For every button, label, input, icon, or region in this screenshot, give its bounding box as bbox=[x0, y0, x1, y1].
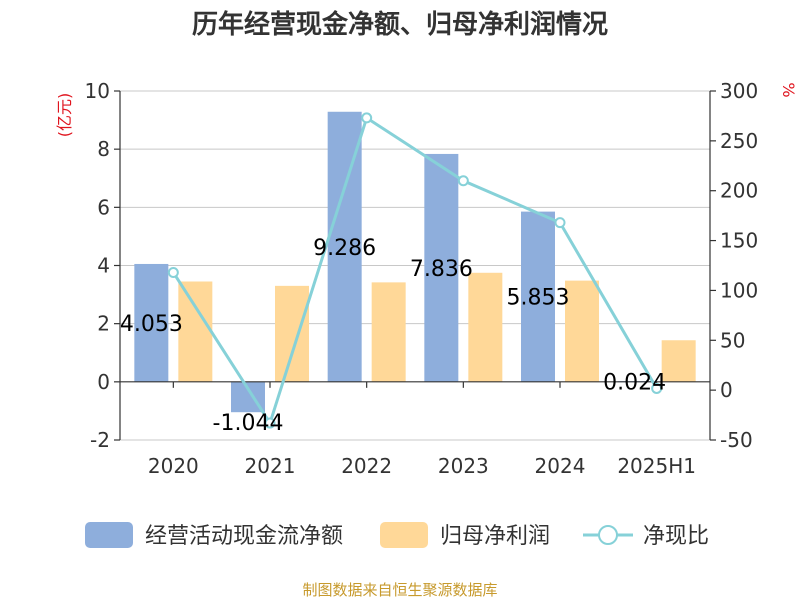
left-tick-label: 0 bbox=[97, 370, 110, 394]
cashflow-value-label: 5.853 bbox=[507, 286, 570, 311]
ratio-point bbox=[264, 417, 276, 429]
left-tick-label: -2 bbox=[90, 428, 110, 452]
bars bbox=[134, 111, 696, 413]
ratio-point bbox=[651, 382, 663, 394]
category-label: 2024 bbox=[535, 454, 586, 478]
category-label: 2025H1 bbox=[617, 454, 696, 478]
ratio-point bbox=[167, 266, 179, 278]
cashflow-value-label: 0.024 bbox=[603, 370, 666, 395]
cashflow-bar bbox=[134, 263, 169, 382]
cashflow-value-label: -1.044 bbox=[213, 411, 284, 436]
category-label: 2021 bbox=[245, 454, 296, 478]
left-tick-label: 8 bbox=[97, 137, 110, 161]
net-profit-bar bbox=[661, 340, 696, 382]
left-tick-label: 10 bbox=[85, 79, 110, 103]
legend-cashflow-swatch bbox=[85, 522, 133, 548]
ratio-point bbox=[361, 112, 373, 124]
chart-title: 历年经营现金净额、归母净利润情况 bbox=[192, 9, 608, 40]
net-profit-bar bbox=[178, 281, 213, 382]
right-tick-label: 0 bbox=[720, 378, 733, 402]
cashflow-bar bbox=[327, 111, 362, 382]
legend-net-profit-label: 归母净利润 bbox=[440, 524, 550, 549]
left-tick-label: 2 bbox=[97, 312, 110, 336]
legend-net-profit-swatch bbox=[380, 522, 428, 548]
right-tick-label: 300 bbox=[720, 79, 758, 103]
right-tick-label: 250 bbox=[720, 129, 758, 153]
axes: -2 0 2 4 6 8 10 -50 0 50 100 150 200 250 300 2020 2021 20… bbox=[85, 79, 759, 478]
data-labels: 4.053 -1.044 9.286 7.836 5.853 0.024 bbox=[120, 236, 666, 436]
right-tick-label: 50 bbox=[720, 328, 745, 352]
legend-cashflow-label: 经营活动现金流净额 bbox=[145, 524, 343, 549]
cashflow-bar bbox=[521, 211, 555, 382]
net-profit-bar bbox=[371, 282, 406, 382]
source-note: 制图数据来自恒生聚源数据库 bbox=[302, 581, 497, 599]
right-tick-label: 100 bbox=[720, 278, 758, 302]
cashflow-value-label: 9.286 bbox=[313, 236, 376, 261]
legend: 经营活动现金流净额 归母净利润 净现比 bbox=[85, 522, 709, 549]
cashflow-value-label: 7.836 bbox=[410, 257, 473, 282]
right-tick-label: 150 bbox=[720, 229, 758, 253]
right-tick-label: 200 bbox=[720, 179, 758, 203]
left-axis-unit: (亿元) bbox=[55, 93, 74, 138]
category-label: 2022 bbox=[341, 454, 392, 478]
net-profit-bar bbox=[275, 285, 309, 382]
legend-ratio-label: 净现比 bbox=[643, 524, 709, 549]
category-label: 2023 bbox=[438, 454, 489, 478]
ratio-line bbox=[167, 112, 663, 429]
right-axis-unit: % bbox=[779, 82, 798, 97]
cashflow-value-label: 4.053 bbox=[120, 312, 183, 337]
left-tick-label: 4 bbox=[97, 254, 110, 278]
net-profit-bar bbox=[565, 280, 599, 382]
ratio-point bbox=[554, 217, 566, 229]
ratio-line-path bbox=[172, 115, 658, 427]
cashflow-bar bbox=[424, 153, 459, 382]
category-label: 2020 bbox=[148, 454, 199, 478]
legend-ratio-marker bbox=[598, 525, 618, 545]
net-profit-bar bbox=[468, 272, 503, 382]
right-tick-label: -50 bbox=[720, 428, 753, 452]
left-tick-label: 6 bbox=[97, 195, 110, 219]
ratio-point bbox=[457, 175, 469, 187]
